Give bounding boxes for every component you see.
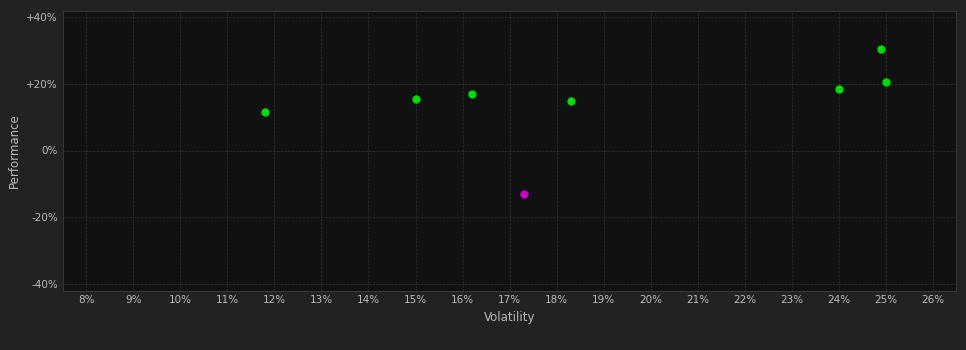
Point <box>873 46 889 52</box>
Point <box>516 191 531 197</box>
Point <box>408 96 423 101</box>
Point <box>465 91 480 97</box>
Point <box>831 86 846 92</box>
X-axis label: Volatility: Volatility <box>484 311 535 324</box>
Point <box>563 98 579 103</box>
Y-axis label: Performance: Performance <box>8 113 20 188</box>
Point <box>878 79 894 85</box>
Point <box>257 109 272 115</box>
